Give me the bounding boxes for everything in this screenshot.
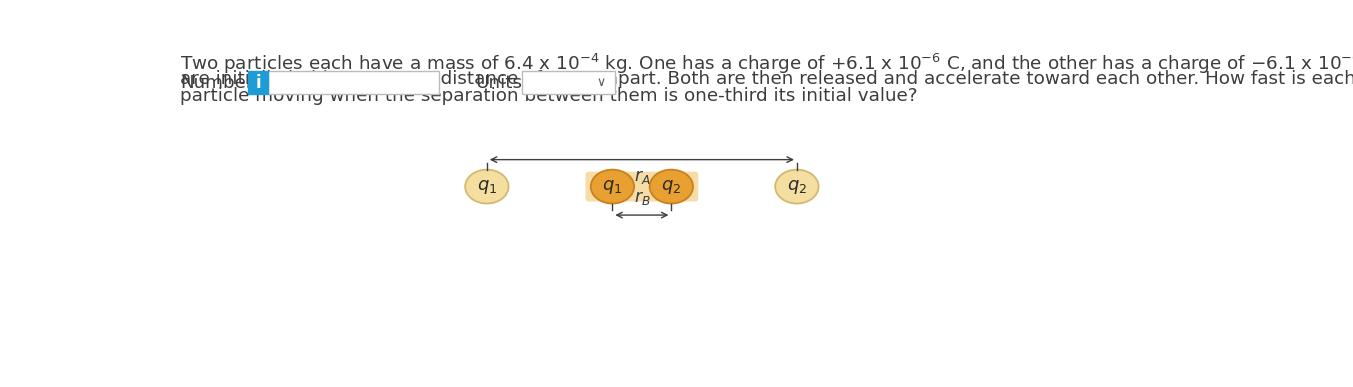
Text: $q_1$: $q_1$ xyxy=(476,178,497,195)
FancyBboxPatch shape xyxy=(586,172,698,202)
Ellipse shape xyxy=(465,170,509,204)
Text: $q_1$: $q_1$ xyxy=(602,178,622,195)
Text: ∨: ∨ xyxy=(597,76,605,89)
FancyBboxPatch shape xyxy=(522,71,614,94)
FancyBboxPatch shape xyxy=(248,71,268,94)
Text: $r_A$: $r_A$ xyxy=(633,168,651,186)
Text: $q_2$: $q_2$ xyxy=(662,178,682,195)
Text: Number: Number xyxy=(180,74,253,92)
Text: i: i xyxy=(256,74,261,92)
Text: are initially held at rest at a distance of 1.1 m apart. Both are then released : are initially held at rest at a distance… xyxy=(180,70,1353,87)
Ellipse shape xyxy=(775,170,819,204)
Text: particle moving when the separation between them is one-third its initial value?: particle moving when the separation betw… xyxy=(180,87,917,105)
Text: $q_2$: $q_2$ xyxy=(787,178,806,195)
Ellipse shape xyxy=(649,170,693,204)
Text: Two particles each have a mass of 6.4 x 10$^{-4}$ kg. One has a charge of +6.1 x: Two particles each have a mass of 6.4 x … xyxy=(180,52,1353,76)
Ellipse shape xyxy=(591,170,635,204)
Text: $r_B$: $r_B$ xyxy=(633,188,651,207)
Text: Units: Units xyxy=(475,74,522,92)
FancyBboxPatch shape xyxy=(268,71,438,94)
